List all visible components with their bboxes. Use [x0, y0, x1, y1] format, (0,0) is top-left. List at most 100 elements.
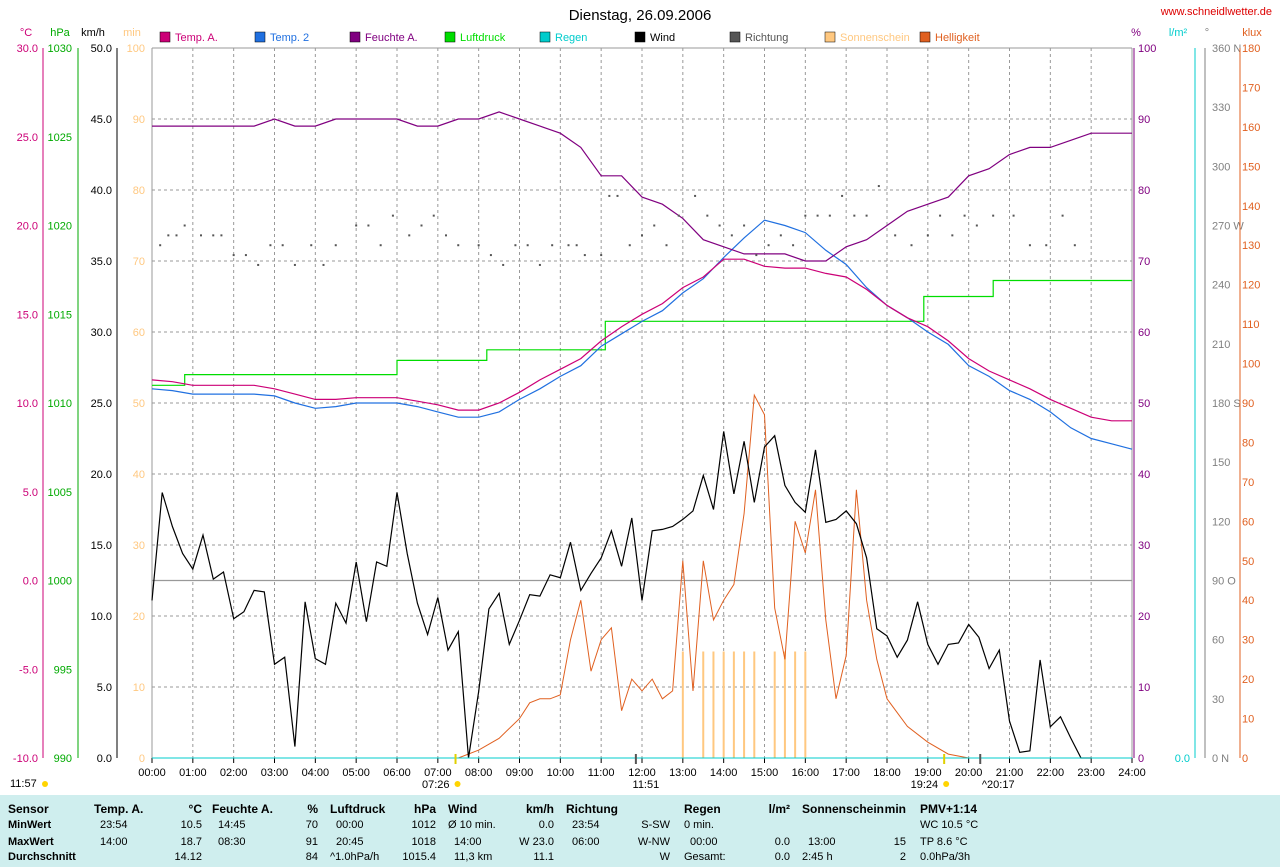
legend-label: Temp. A.	[175, 32, 218, 44]
pmv-dewpoint: TP 8.6 °C	[920, 836, 968, 848]
sunshine-row3-value: 2	[899, 851, 906, 863]
direction-point	[281, 244, 284, 247]
direction-point	[175, 234, 178, 237]
direction-point	[355, 224, 358, 227]
y-tick-label: 100	[1242, 359, 1260, 371]
legend-label: Luftdruck	[460, 32, 506, 44]
stats-unit: %	[307, 802, 318, 816]
y-tick-label: 20	[1138, 611, 1150, 623]
temp-max-time: 14:00	[100, 836, 128, 848]
direction-point	[730, 234, 733, 237]
y-tick-label: 1030	[48, 43, 72, 55]
site-url[interactable]: www.schneidlwetter.de	[1160, 6, 1272, 18]
y-tick-label: 20.0	[17, 221, 38, 233]
direction-point	[926, 234, 929, 237]
stats-header: Sonnenschein	[802, 802, 885, 816]
y-tick-label: 20.0	[91, 469, 112, 481]
legend-label: Sonnenschein	[840, 32, 910, 44]
axis-unit-label: l/m²	[1169, 27, 1188, 39]
x-tick-label: 04:00	[302, 767, 330, 779]
direction-point	[718, 224, 721, 227]
y-tick-label: 15.0	[17, 309, 38, 321]
sunshine-row2-value: 15	[893, 836, 906, 848]
direction-point	[538, 263, 541, 266]
stats-header: Temp. A.	[94, 802, 144, 816]
x-tick-label: 02:00	[220, 767, 248, 779]
y-tick-label: 80	[1242, 437, 1254, 449]
direction-point	[408, 234, 411, 237]
y-tick-label: 210	[1212, 339, 1230, 351]
rain-row3-label: Gesamt:	[684, 851, 726, 863]
row-label-min: MinWert	[8, 819, 52, 831]
x-tick-label: 18:00	[873, 767, 901, 779]
rain-row1-label: 0 min.	[684, 819, 714, 831]
y-tick-label: 5.0	[97, 682, 112, 694]
direction-point	[743, 224, 746, 227]
x-tick-label: 08:00	[465, 767, 493, 779]
direction-row3-value: W	[659, 851, 670, 863]
sunrise-label: 07:26	[422, 779, 450, 791]
direction-point	[755, 254, 758, 257]
humidity-avg-value: 84	[305, 851, 318, 863]
axis-unit-label: min	[123, 27, 141, 39]
direction-point	[583, 254, 586, 257]
pressure-max-value: 1018	[411, 836, 436, 848]
direction-point	[159, 244, 162, 247]
direction-point	[334, 244, 337, 247]
direction-point	[939, 214, 942, 217]
pressure-trend: ^1.0hPa/h	[330, 851, 380, 863]
y-tick-label: 60	[1212, 635, 1224, 647]
y-tick-label: 50.0	[91, 43, 112, 55]
x-tick-label: 22:00	[1037, 767, 1065, 779]
y-tick-label: 330	[1212, 102, 1230, 114]
y-tick-label: 180	[1242, 43, 1260, 55]
humidity-min-time: 14:45	[218, 819, 246, 831]
direction-point	[379, 244, 382, 247]
x-tick-label: 10:00	[547, 767, 575, 779]
legend-swatch	[824, 31, 836, 43]
y-tick-label: 270 W	[1212, 221, 1244, 233]
y-tick-label: 90	[133, 114, 145, 126]
y-tick-label: 990	[54, 753, 72, 765]
legend-swatch	[159, 31, 171, 43]
direction-point	[200, 234, 202, 237]
direction-point	[600, 254, 603, 257]
y-tick-label: 30.0	[91, 327, 112, 339]
chart-title: Dienstag, 26.09.2006	[569, 7, 712, 24]
stats-unit: l/m²	[768, 802, 790, 816]
y-tick-label: 70	[133, 256, 145, 268]
series-line	[152, 279, 1132, 386]
direction-point	[706, 214, 709, 217]
y-tick-label: 5.0	[23, 487, 38, 499]
moon-label: ^20:17	[982, 779, 1015, 791]
direction-row1-label: 23:54	[572, 819, 600, 831]
direction-point	[1045, 244, 1048, 247]
direction-point	[910, 244, 913, 247]
stats-unit: min	[884, 802, 906, 816]
y-tick-label: 90	[1138, 114, 1150, 126]
y-tick-label: 0	[1242, 753, 1248, 765]
direction-point	[1061, 214, 1064, 217]
y-tick-label: 70	[1138, 256, 1150, 268]
y-tick-label: 0	[1138, 753, 1144, 765]
direction-point	[432, 214, 435, 217]
direction-point	[269, 244, 272, 247]
direction-point	[420, 224, 423, 227]
direction-point	[653, 224, 656, 227]
direction-point	[828, 214, 831, 217]
legend-swatch	[539, 31, 551, 43]
y-tick-label: 0 N	[1212, 753, 1229, 765]
legend-swatch	[254, 31, 266, 43]
y-tick-label: 0	[139, 753, 145, 765]
direction-point	[975, 224, 978, 227]
direction-point	[293, 263, 296, 266]
x-tick-label: 05:00	[342, 767, 370, 779]
y-tick-label: 20	[133, 611, 145, 623]
y-tick-label: 995	[54, 664, 72, 676]
direction-point	[804, 214, 807, 217]
legend-label: Feuchte A.	[365, 32, 418, 44]
direction-point	[244, 254, 247, 257]
y-tick-label: 0.0	[1175, 753, 1190, 765]
sunset-label: 19:24	[911, 779, 939, 791]
